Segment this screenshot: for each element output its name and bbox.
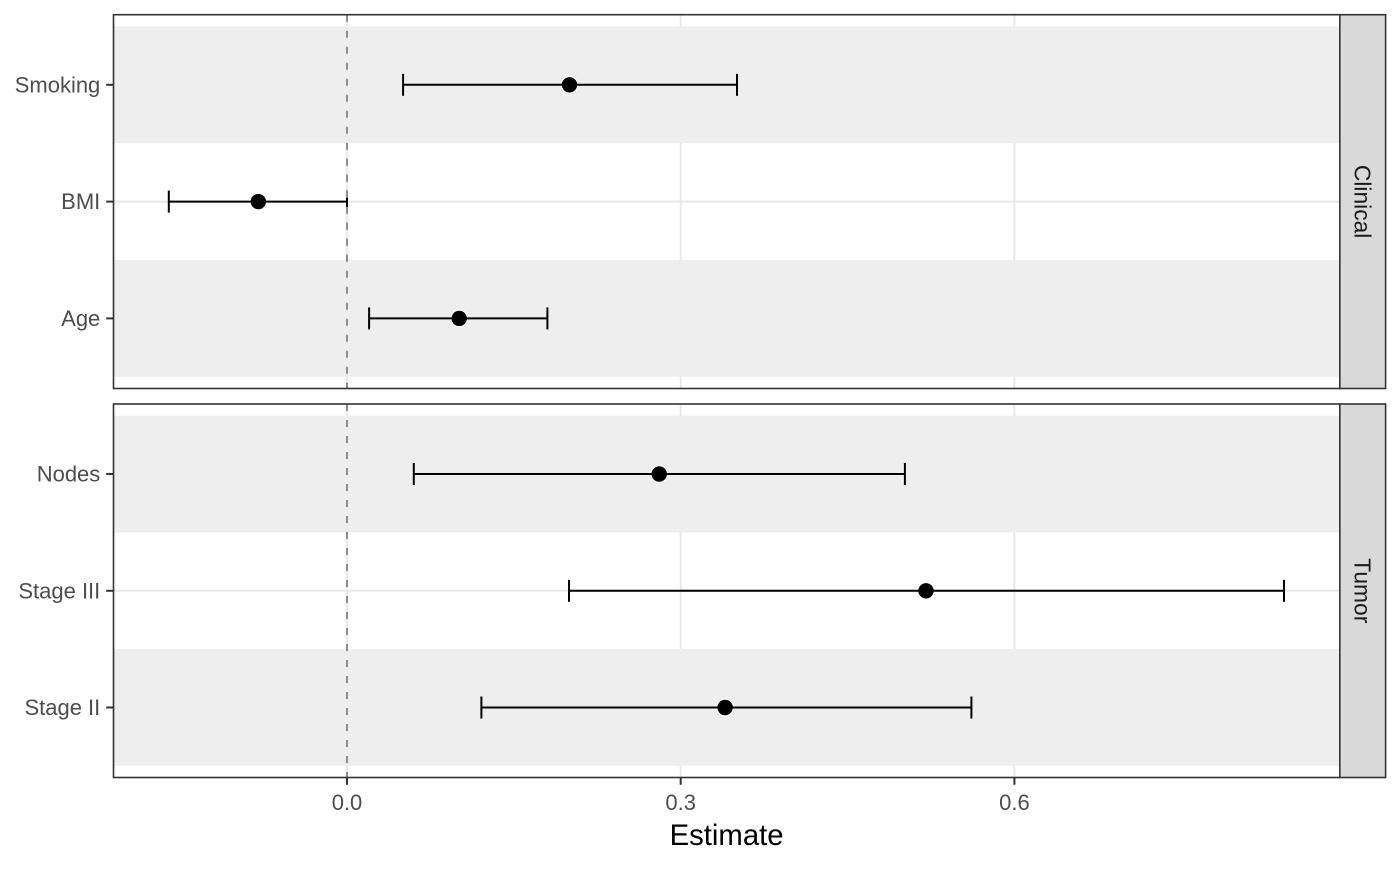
svg-text:Clinical: Clinical: [1350, 165, 1376, 238]
svg-text:Age: Age: [61, 306, 100, 331]
svg-text:BMI: BMI: [61, 189, 100, 214]
svg-text:0.0: 0.0: [332, 790, 363, 815]
svg-text:0.6: 0.6: [999, 790, 1030, 815]
svg-text:0.3: 0.3: [665, 790, 696, 815]
svg-text:Stage III: Stage III: [18, 578, 100, 603]
svg-text:Nodes: Nodes: [37, 462, 101, 487]
svg-text:Estimate: Estimate: [670, 819, 784, 852]
svg-text:Tumor: Tumor: [1350, 558, 1376, 623]
svg-text:Stage II: Stage II: [24, 695, 100, 720]
svg-text:Smoking: Smoking: [15, 72, 101, 97]
